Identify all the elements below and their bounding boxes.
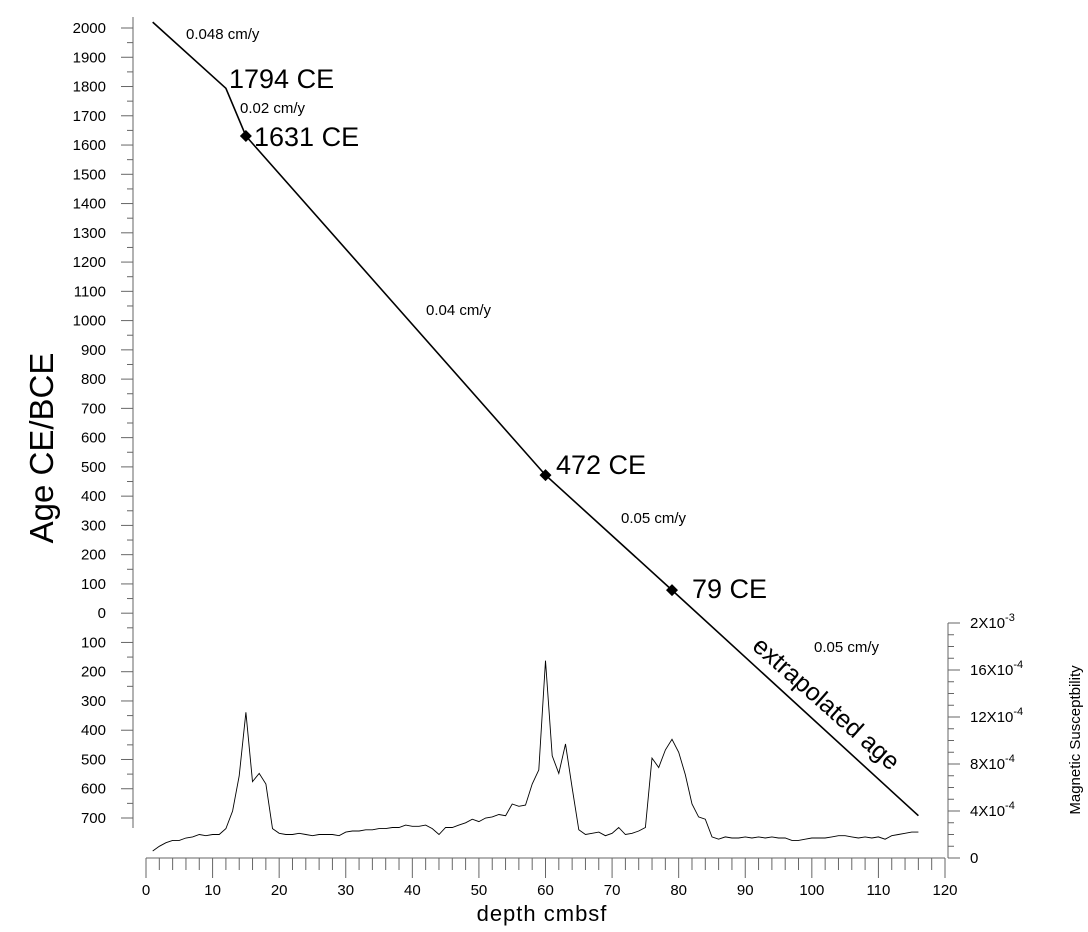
- left-tick-label: 100: [81, 634, 106, 651]
- left-tick-label: 1900: [73, 49, 106, 66]
- x-tick-label: 0: [142, 882, 150, 899]
- left-tick-label: 100: [81, 576, 106, 593]
- left-tick-label: 500: [81, 751, 106, 768]
- right-tick-label: 4X10-4: [970, 800, 1015, 820]
- x-tick-label: 100: [799, 882, 824, 899]
- left-tick-label: 500: [81, 459, 106, 476]
- right-tick-label: 2X10-3: [970, 612, 1015, 632]
- left-tick-label: 1800: [73, 79, 106, 96]
- rate-label-2: 0.04 cm/y: [426, 302, 492, 319]
- age-model-line: [152, 21, 919, 817]
- left-tick-label: 1700: [73, 108, 106, 125]
- left-tick-label: 1100: [74, 283, 106, 300]
- left-tick-label: 800: [81, 371, 106, 388]
- left-tick-label: 1600: [73, 137, 106, 154]
- right-axis: 0 4X10-4 8X10-4 12X10-4 16X10-4 2X10-3: [947, 612, 1023, 867]
- x-tick-label: 120: [932, 882, 957, 899]
- right-tick-label: 8X10-4: [970, 753, 1015, 773]
- x-tick-label: 80: [670, 882, 687, 899]
- x-tick-label: 10: [204, 882, 221, 899]
- x-tick-label: 110: [866, 882, 890, 899]
- rate-label-4: 0.05 cm/y: [814, 639, 880, 656]
- date-label-472: 472 CE: [556, 450, 646, 480]
- x-tick-label: 40: [404, 882, 421, 899]
- magnetic-susceptibility-line: [152, 660, 919, 852]
- left-tick-label: 900: [81, 342, 106, 359]
- x-tick-label: 20: [271, 882, 288, 899]
- x-tick-label: 70: [604, 882, 621, 899]
- bottom-axis: 0 10 20 30 40 50 60 70 80 90 100 110 120: [142, 857, 958, 899]
- left-tick-label: 300: [81, 517, 106, 534]
- left-tick-label: 400: [81, 722, 106, 739]
- breakpoint-label: 1794 CE: [229, 64, 334, 94]
- date-label-1631: 1631 CE: [254, 122, 359, 152]
- left-tick-label: 0: [98, 605, 106, 622]
- left-tick-label: 600: [81, 781, 106, 798]
- left-tick-label: 1400: [73, 196, 106, 213]
- rate-label-3: 0.05 cm/y: [621, 510, 687, 527]
- right-tick-label: 0: [970, 850, 978, 867]
- left-tick-label: 200: [81, 547, 106, 564]
- x-tick-label: 50: [471, 882, 488, 899]
- left-tick-label: 600: [81, 430, 106, 447]
- dated-point-marker: [539, 469, 552, 482]
- left-tick-label: 1300: [73, 225, 106, 242]
- left-tick-label: 2000: [73, 20, 106, 37]
- x-tick-label: 60: [537, 882, 554, 899]
- x-tick-label: 90: [737, 882, 754, 899]
- left-tick-label: 1000: [73, 313, 106, 330]
- left-tick-label: 700: [81, 400, 106, 417]
- x-tick-label: 30: [337, 882, 354, 899]
- left-tick-label: 1200: [73, 254, 106, 271]
- right-tick-label: 16X10-4: [970, 659, 1023, 679]
- plot-marks: [152, 21, 919, 852]
- left-tick-label: 1500: [73, 166, 106, 183]
- right-axis-title: Magnetic Susceptbility: [1067, 665, 1084, 815]
- rate-label-1: 0.02 cm/y: [240, 100, 306, 117]
- dated-point-marker: [666, 584, 679, 597]
- left-tick-label: 200: [81, 664, 106, 681]
- left-tick-label: 300: [81, 693, 106, 710]
- date-label-79: 79 CE: [692, 574, 767, 604]
- right-tick-label: 12X10-4: [970, 706, 1023, 726]
- left-tick-label: 700: [81, 810, 106, 827]
- dated-point-marker: [239, 129, 252, 142]
- rate-label-0: 0.048 cm/y: [186, 26, 260, 43]
- left-tick-label: 400: [81, 488, 106, 505]
- y-axis-title: Age CE/BCE: [23, 353, 60, 544]
- left-axis: 2000190018001700160015001400130012001100…: [73, 17, 134, 828]
- x-axis-title: depth cmbsf: [477, 901, 608, 926]
